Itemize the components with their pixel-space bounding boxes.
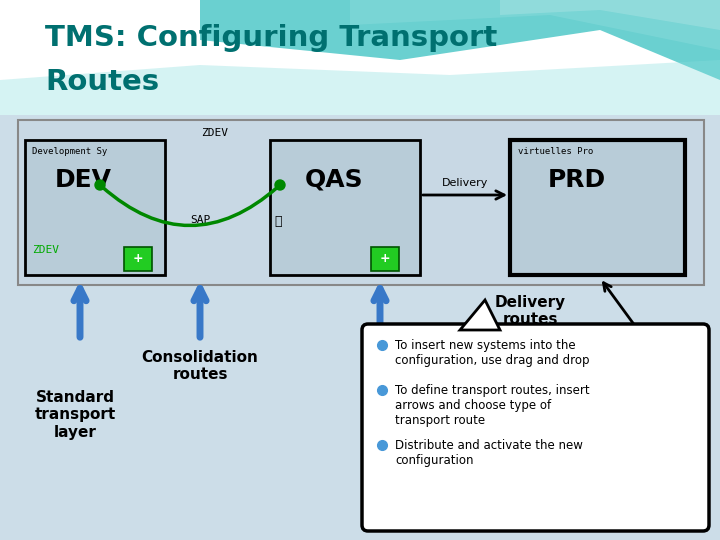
Circle shape xyxy=(275,180,285,190)
Polygon shape xyxy=(500,0,720,30)
Text: 🔒: 🔒 xyxy=(274,215,282,228)
FancyBboxPatch shape xyxy=(510,140,685,275)
Polygon shape xyxy=(350,0,720,50)
Text: virtuelles Pro: virtuelles Pro xyxy=(518,147,593,156)
Text: QAS: QAS xyxy=(305,168,364,192)
Text: Consolidation
routes: Consolidation routes xyxy=(142,350,258,382)
Text: +: + xyxy=(132,253,143,266)
Text: ZDEV: ZDEV xyxy=(202,128,228,138)
Text: Delivery
routes: Delivery routes xyxy=(495,295,566,327)
Text: To insert new systems into the
configuration, use drag and drop: To insert new systems into the configura… xyxy=(395,339,590,367)
Text: SAP: SAP xyxy=(190,215,210,225)
Bar xyxy=(0,0,720,115)
FancyBboxPatch shape xyxy=(362,324,709,531)
Text: +: + xyxy=(379,253,390,266)
FancyBboxPatch shape xyxy=(371,247,399,271)
Text: ZDEV: ZDEV xyxy=(32,245,59,255)
Text: DEV: DEV xyxy=(55,168,112,192)
FancyBboxPatch shape xyxy=(18,120,704,285)
Text: Distribute and activate the new
configuration: Distribute and activate the new configur… xyxy=(395,439,583,467)
FancyBboxPatch shape xyxy=(124,247,152,271)
Text: Delivery: Delivery xyxy=(442,178,488,188)
Text: Routes: Routes xyxy=(45,68,159,96)
Bar xyxy=(0,115,720,540)
Text: PRD: PRD xyxy=(548,168,606,192)
FancyBboxPatch shape xyxy=(270,140,420,275)
Circle shape xyxy=(95,180,105,190)
Text: Standard
transport
layer: Standard transport layer xyxy=(35,390,116,440)
Text: TMS: Configuring Transport: TMS: Configuring Transport xyxy=(45,24,498,52)
Polygon shape xyxy=(0,60,720,115)
Polygon shape xyxy=(200,0,720,80)
Text: Development Sy: Development Sy xyxy=(32,147,107,156)
Text: To define transport routes, insert
arrows and choose type of
transport route: To define transport routes, insert arrow… xyxy=(395,384,590,427)
Polygon shape xyxy=(460,300,500,330)
FancyBboxPatch shape xyxy=(25,140,165,275)
